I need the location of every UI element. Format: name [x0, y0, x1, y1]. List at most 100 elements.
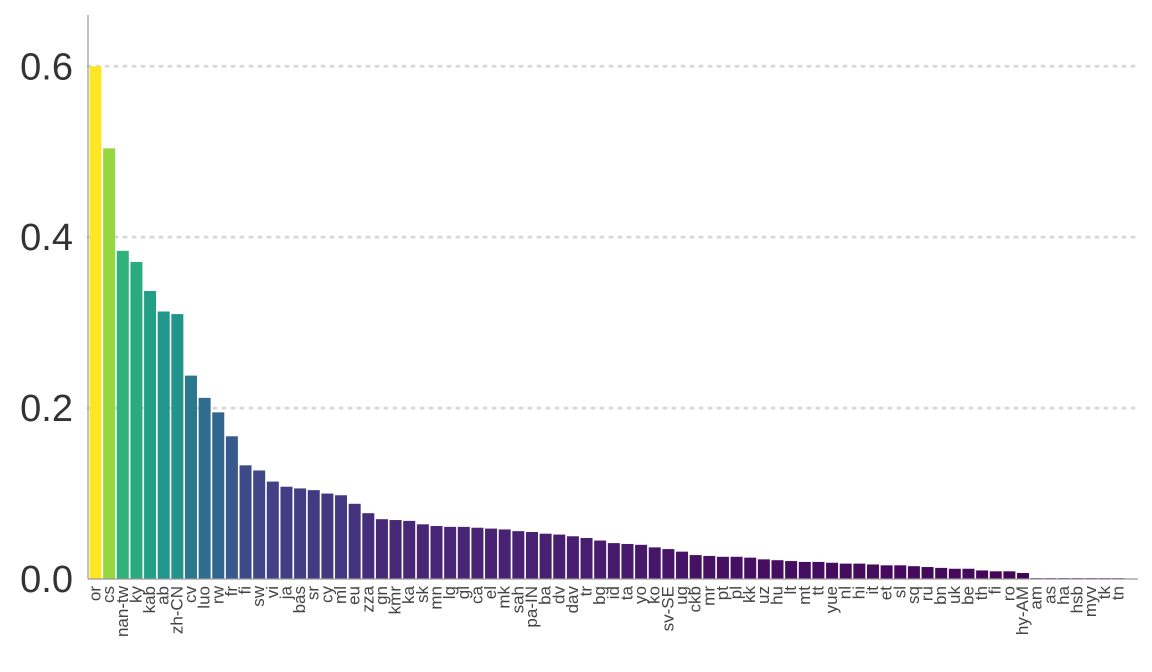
x-tick-label-tn: tn [1109, 586, 1128, 600]
x-tick-label-cy: cy [317, 586, 336, 604]
x-tick-label-hsb: hsb [1068, 586, 1087, 613]
bar-el [485, 528, 498, 579]
x-tick-label-tt: tt [808, 586, 827, 596]
x-tick-label-tr: tr [577, 586, 596, 597]
x-tick-label-pt: pt [713, 586, 732, 600]
y-tick-label: 0.6 [20, 46, 73, 88]
x-tick-label-mk: mk [495, 586, 514, 609]
bar-yo [635, 544, 648, 579]
bar-ka [403, 520, 416, 579]
bar-ckb [689, 555, 702, 579]
bar-sq [907, 566, 920, 579]
bar-bas [294, 488, 307, 579]
bar-nan-tw [116, 250, 129, 579]
bar-fr [225, 436, 238, 579]
x-tick-label-am: am [1027, 586, 1046, 610]
x-tick-label-kk: kk [740, 586, 759, 604]
bar-or [89, 66, 102, 579]
x-tick-label-ka: ka [399, 585, 418, 604]
x-tick-label-sw: sw [249, 585, 268, 607]
x-tick-label-pa-IN: pa-IN [522, 586, 541, 628]
x-tick-label-kmr: kmr [386, 586, 405, 615]
bar-zh-CN [171, 314, 184, 579]
bar-mr [703, 555, 716, 579]
x-tick-label-cv: cv [181, 586, 200, 604]
bar-sl [894, 565, 907, 579]
x-tick-label-ha: ha [1054, 585, 1073, 604]
bar-pa-IN [525, 532, 538, 579]
bar-ba [539, 533, 552, 579]
y-tick-label: 0.2 [20, 388, 73, 430]
bar-rw [212, 412, 225, 579]
bar-sw [253, 470, 266, 579]
bar-ug [676, 551, 689, 579]
bar-fi [989, 571, 1002, 579]
bar-mk [498, 529, 511, 579]
x-tick-label-th: th [972, 586, 991, 600]
bar-id [607, 543, 620, 579]
x-tick-label-it: it [863, 586, 882, 595]
bar-fi [239, 465, 252, 579]
bar-hu [771, 560, 784, 579]
bar-ca [471, 527, 484, 579]
x-tick-label-pl: pl [727, 586, 746, 599]
x-tick-label-mr: mr [699, 586, 718, 606]
bar-bn [935, 567, 948, 579]
x-tick-label-hi: hi [849, 586, 868, 599]
bar-yue [826, 562, 839, 579]
bar-tt [812, 561, 825, 579]
x-tick-label-sl: sl [890, 586, 909, 598]
bar-ja [280, 486, 293, 579]
x-tick-label-myv: myv [1081, 586, 1100, 618]
bar-cs [103, 148, 116, 579]
bar-zza [362, 513, 375, 579]
x-tick-labels: orcsnan-twkykababzh-CNcvluorwfrfiswvijab… [86, 585, 1128, 637]
x-tick-label-uz: uz [754, 586, 773, 604]
x-tick-label-yue: yue [822, 586, 841, 613]
bar-th [976, 570, 989, 579]
axes [87, 15, 1138, 580]
bar-kmr [389, 520, 402, 579]
bar-bg [594, 540, 607, 579]
x-tick-label-zza: zza [358, 585, 377, 612]
bar-lg [444, 526, 457, 579]
x-tick-label-yo: yo [631, 586, 650, 604]
x-tick-label-ab: ab [154, 586, 173, 605]
x-tick-label-fi: fi [236, 586, 255, 595]
bar-dv [553, 534, 566, 579]
x-tick-label-ckb: ckb [686, 586, 705, 612]
x-tick-label-bas: bas [290, 586, 309, 613]
x-tick-label-sr: sr [304, 586, 323, 601]
x-tick-label-sah: sah [508, 586, 527, 613]
bar-nl [839, 563, 852, 579]
bar-mn [430, 526, 443, 579]
bar-ky [130, 261, 143, 579]
x-tick-label-nan-tw: nan-tw [113, 585, 132, 637]
bar-luo [198, 397, 211, 579]
x-tick-label-dv: dv [549, 586, 568, 604]
x-tick-label-hu: hu [768, 586, 787, 605]
bar-cv [184, 375, 197, 579]
x-tick-label-ja: ja [276, 585, 295, 600]
x-tick-label-or: or [86, 586, 105, 601]
bar-ro [1003, 571, 1016, 579]
bar-ab [157, 311, 170, 579]
x-tick-label-fi: fi [986, 586, 1005, 595]
y-tick-label: 0.0 [20, 559, 73, 601]
bar-sr [307, 490, 320, 579]
x-tick-label-ca: ca [467, 585, 486, 604]
x-tick-label-ba: ba [536, 585, 555, 604]
bar-be [962, 568, 975, 579]
bar-dav [566, 536, 579, 579]
x-tick-label-sv-SE: sv-SE [658, 586, 677, 631]
x-tick-label-hy-AM: hy-AM [1013, 586, 1032, 635]
bar-sah [512, 531, 525, 579]
bar-gn [375, 519, 388, 579]
x-tick-label-gn: gn [372, 586, 391, 605]
x-tick-label-ko: ko [645, 586, 664, 604]
x-tick-label-rw: rw [208, 585, 227, 604]
y-tick-labels: 0.0 0.2 0.4 0.6 [20, 46, 73, 601]
x-tick-label-gl: gl [454, 586, 473, 599]
x-tick-label-dav: dav [563, 586, 582, 614]
